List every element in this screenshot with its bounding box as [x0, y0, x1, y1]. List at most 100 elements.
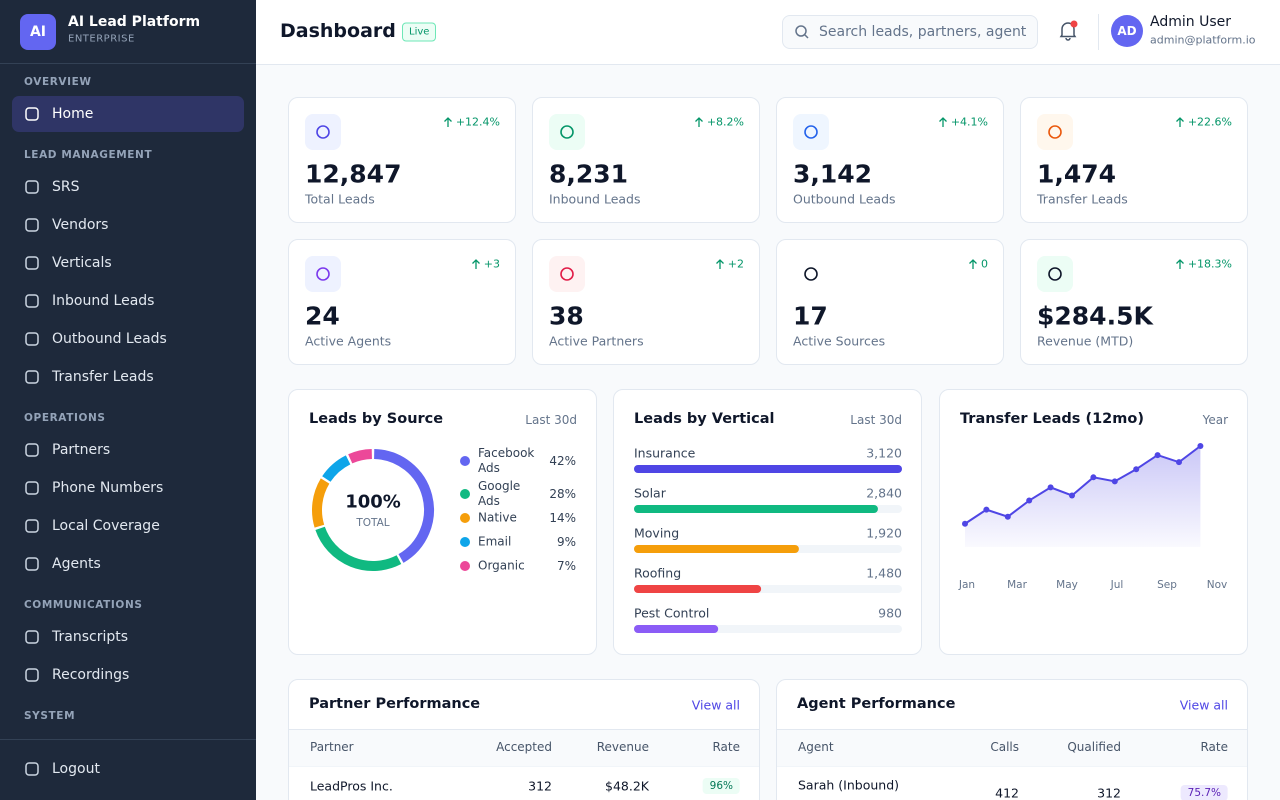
icon-shape [25, 332, 39, 346]
arrow [1176, 259, 1184, 269]
sidebar: AI AI Lead Platform ENTERPRISE OVERVIEW Home… [0, 0, 256, 800]
stat-glyph [1048, 125, 1062, 139]
bar-label: Solar [634, 485, 666, 501]
stat-value: 17 [793, 301, 828, 331]
icon [25, 557, 39, 571]
legend-swatch [460, 537, 470, 547]
divider [0, 63, 256, 64]
bar-value: 3,120 [866, 445, 902, 461]
donut-center-value: 100% [345, 491, 401, 513]
arrow [1176, 117, 1184, 127]
nav-item[interactable]: Outbound Leads [12, 321, 244, 357]
legend-label: Email [478, 534, 512, 549]
point [1111, 478, 1118, 485]
section-title: OVERVIEW [24, 76, 92, 88]
point [1154, 452, 1161, 459]
column-header: Revenue [596, 740, 649, 754]
nav-label: Home [52, 106, 94, 122]
x-tick-label: Mar [1007, 579, 1027, 591]
line-chart [962, 443, 1204, 547]
stat-icon [305, 114, 341, 150]
table-header [777, 729, 1247, 767]
stat-value: 38 [549, 301, 584, 331]
icon [25, 630, 39, 644]
table-card: Partner Performance View all Partner Accept… [288, 679, 760, 800]
column-header: Partner [310, 740, 354, 754]
avatar[interactable]: AD [1111, 15, 1143, 47]
nav-label: Vendors [52, 217, 109, 233]
icon [25, 443, 39, 457]
nav-item[interactable]: Transfer Leads [12, 359, 244, 395]
nav-item[interactable]: Local Coverage [12, 508, 244, 544]
trend-arrow [444, 117, 452, 127]
stat-card: +12.4% 12,847 Total Leads [288, 97, 516, 223]
bar-track [634, 625, 902, 633]
table-header [289, 729, 759, 767]
divider [0, 739, 256, 740]
stat-label: Inbound Leads [549, 191, 641, 207]
nav-item[interactable]: Verticals [12, 245, 244, 281]
nav-label: Agents [52, 556, 101, 572]
icon-shape [25, 107, 39, 121]
chart-card: Transfer Leads (12mo) Year Jan Mar May Jul Sep… [939, 389, 1248, 655]
nav-item[interactable]: Inbound Leads [12, 283, 244, 319]
icon-shape [25, 481, 39, 495]
stat-value: 8,231 [549, 159, 629, 189]
stat-icon [305, 256, 341, 292]
donut-segment [348, 449, 373, 464]
icon [25, 180, 39, 194]
nav-item[interactable]: Partners [12, 432, 244, 468]
glyph [560, 125, 574, 139]
nav-item[interactable]: Phone Numbers [12, 470, 244, 506]
bar [634, 505, 878, 513]
stat-glyph [804, 267, 818, 281]
nav-item[interactable]: Transcripts [12, 619, 244, 655]
logout[interactable]: Logout [12, 751, 244, 787]
icon-shape [25, 218, 39, 232]
x-tick-label: Sep [1157, 579, 1177, 591]
table-cell: Sarah (Inbound) [798, 777, 900, 793]
bar-value: 1,480 [866, 565, 902, 581]
icon-shape [25, 443, 39, 457]
glyph [316, 267, 330, 281]
icon-shape [25, 557, 39, 571]
chart-title: Leads by Vertical [634, 411, 775, 427]
nav-item[interactable]: Vendors [12, 207, 244, 243]
stat-card: +8.2% 8,231 Inbound Leads [532, 97, 760, 223]
nav-label: Inbound Leads [52, 293, 155, 309]
column-header: Agent [798, 740, 834, 754]
notifications[interactable] [1058, 20, 1078, 41]
icon-shape [25, 519, 39, 533]
nav-item[interactable]: Recordings [12, 657, 244, 693]
donut-center-label: TOTAL [356, 517, 390, 529]
nav-item[interactable]: Agents [12, 546, 244, 582]
legend-dot [460, 489, 470, 499]
legend-swatch [460, 513, 470, 523]
nav-item[interactable]: SRS [12, 169, 244, 205]
stat-card: +18.3% $284.5K Revenue (MTD) [1020, 239, 1248, 365]
bar-track [634, 505, 902, 513]
view-all-link[interactable]: View all [691, 697, 740, 713]
legend-swatch [460, 456, 470, 466]
point [1176, 459, 1182, 466]
nav-label: Transfer Leads [52, 369, 154, 385]
bar [634, 465, 902, 473]
table-cell: 312 [1097, 785, 1121, 800]
stat-value: $284.5K [1037, 301, 1153, 331]
stat-change: +22.6% [1187, 115, 1232, 129]
trend-arrow [1176, 117, 1184, 127]
nav-label: Phone Numbers [52, 480, 164, 496]
stat-change: +2 [727, 257, 744, 271]
nav-item[interactable]: Home [12, 96, 244, 132]
search-box[interactable]: Search leads, partners, agent [782, 15, 1038, 49]
view-all-link[interactable]: View all [1179, 697, 1228, 713]
legend-label: Organic [478, 558, 525, 573]
nav-label: SRS [52, 179, 80, 195]
stat-glyph [804, 125, 818, 139]
arrow [695, 117, 703, 127]
trend-arrow [695, 117, 703, 127]
icon-shape [25, 256, 39, 270]
